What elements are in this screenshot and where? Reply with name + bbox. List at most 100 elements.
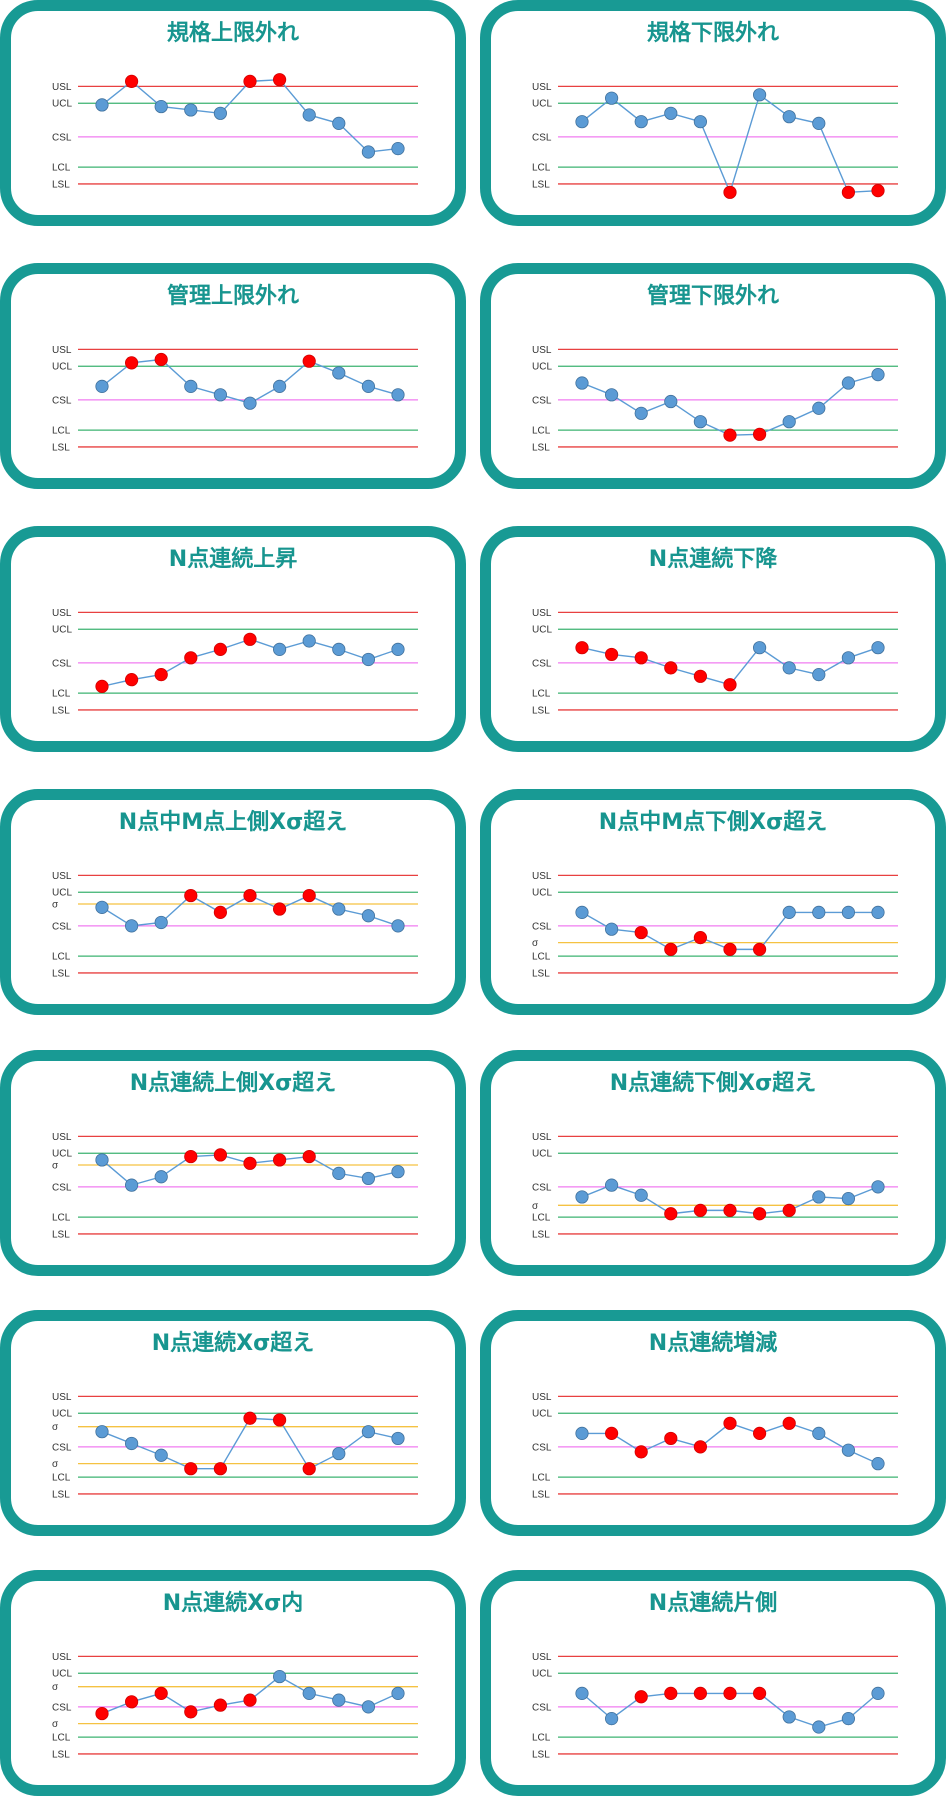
data-point	[272, 379, 287, 393]
data-point	[605, 1712, 619, 1726]
control-chart: USL UCL CSL LCL LSL	[532, 82, 898, 199]
limit-label: LCL	[532, 1213, 551, 1224]
data-point-alarm	[95, 679, 109, 693]
data-point	[812, 905, 826, 919]
series-line	[581, 93, 879, 195]
limit-label: LCL	[532, 163, 551, 174]
limit-label: LSL	[532, 179, 550, 190]
limit-label: USL	[52, 345, 72, 356]
data-point-alarm	[723, 1686, 737, 1700]
data-point	[332, 1446, 346, 1461]
limit-label: LCL	[52, 689, 71, 700]
control-chart: USL UCL CSL LCL LSL	[532, 608, 898, 716]
data-point-alarm	[243, 1411, 257, 1425]
control-chart: USL UCL CSL LCL LSL	[532, 1392, 898, 1500]
data-point	[361, 1171, 375, 1186]
data-point-alarm	[272, 902, 287, 916]
data-point-alarm	[154, 352, 168, 367]
limit-label: LCL	[532, 1473, 551, 1484]
chart-card: N点中M点下側Xσ超え USL UCL CSL σ LCL LSL	[480, 789, 946, 1015]
data-point	[782, 905, 796, 919]
data-point	[361, 1425, 375, 1439]
data-point	[302, 634, 316, 648]
data-point-alarm	[664, 1686, 678, 1700]
data-point	[841, 1443, 855, 1457]
limit-label: LSL	[532, 442, 550, 453]
limit-label: UCL	[532, 1149, 552, 1160]
chart-card: 規格下限外れ USL UCL CSL LCL LSL	[480, 0, 946, 226]
series-line	[581, 373, 879, 436]
data-point-alarm	[184, 651, 198, 665]
data-point	[95, 900, 109, 914]
data-point	[575, 115, 589, 129]
limit-label: UCL	[532, 888, 552, 899]
data-point	[361, 379, 375, 393]
limit-label: LCL	[52, 1213, 71, 1224]
data-point-alarm	[723, 428, 737, 442]
limit-label: LSL	[52, 968, 70, 979]
data-point	[391, 1431, 405, 1446]
data-point-alarm	[841, 185, 855, 199]
data-point	[332, 642, 346, 656]
limit-label: CSL	[52, 1442, 72, 1453]
limit-label: LSL	[52, 1229, 70, 1240]
chart-title: 管理上限外れ	[166, 284, 299, 309]
data-point-alarm	[243, 1693, 257, 1707]
limit-label: LCL	[52, 1733, 71, 1744]
limit-label: CSL	[532, 1702, 552, 1713]
data-point-alarm	[634, 925, 648, 940]
control-chart: USL UCL σ CSL σ LCL LSL	[52, 1652, 418, 1760]
data-point	[812, 668, 826, 682]
limit-label: CSL	[52, 1182, 72, 1193]
chart-title: 管理下限外れ	[646, 284, 779, 309]
chart-title: N点連続下降	[648, 547, 778, 572]
data-point	[272, 1669, 287, 1684]
data-point-alarm	[723, 942, 737, 956]
limit-label: UCL	[52, 1669, 72, 1680]
data-point-alarm	[723, 1203, 737, 1217]
chart-title: N点連続Xσ内	[162, 1591, 304, 1616]
data-point	[605, 922, 619, 936]
data-point-alarm	[634, 1445, 648, 1459]
data-point	[782, 661, 796, 675]
limit-label: CSL	[532, 921, 552, 932]
data-point-alarm	[125, 673, 139, 687]
data-point	[332, 116, 346, 130]
limit-label: UCL	[52, 1409, 72, 1420]
data-point	[841, 1192, 855, 1206]
chart-title: 規格下限外れ	[646, 21, 779, 46]
data-point-alarm	[154, 668, 168, 682]
limit-label: LSL	[52, 1489, 70, 1500]
data-point	[361, 652, 375, 667]
limit-label: USL	[52, 608, 72, 619]
data-point-alarm	[871, 184, 885, 198]
limit-label: CSL	[532, 132, 552, 143]
data-point	[125, 919, 139, 933]
limit-label: USL	[52, 1132, 72, 1143]
data-point	[391, 1686, 405, 1700]
data-point	[272, 642, 287, 656]
limit-label: σ	[52, 899, 59, 910]
data-point-alarm	[302, 888, 316, 903]
limit-label: CSL	[532, 658, 552, 669]
limit-label: σ	[532, 938, 539, 949]
data-point-alarm	[154, 1686, 168, 1700]
chart-title: N点連続上昇	[168, 547, 298, 572]
data-point-alarm	[243, 632, 257, 646]
chart-title: N点連続下側Xσ超え	[609, 1071, 817, 1096]
data-point-alarm	[752, 942, 767, 956]
data-point	[302, 108, 316, 122]
data-point	[693, 115, 707, 129]
data-point	[302, 1686, 316, 1700]
limit-label: LCL	[52, 163, 71, 174]
data-point-alarm	[605, 1426, 619, 1440]
data-point-alarm	[243, 1156, 257, 1170]
series-line	[101, 1417, 399, 1470]
limit-label: LCL	[532, 1733, 551, 1744]
chart-card: N点連続Xσ内 USL UCL σ CSL σ LCL LSL	[0, 1570, 466, 1796]
limit-label: σ	[52, 1160, 59, 1171]
chart-title: N点連続増減	[648, 1331, 778, 1356]
data-point-alarm	[272, 1153, 287, 1167]
data-point	[95, 379, 109, 393]
